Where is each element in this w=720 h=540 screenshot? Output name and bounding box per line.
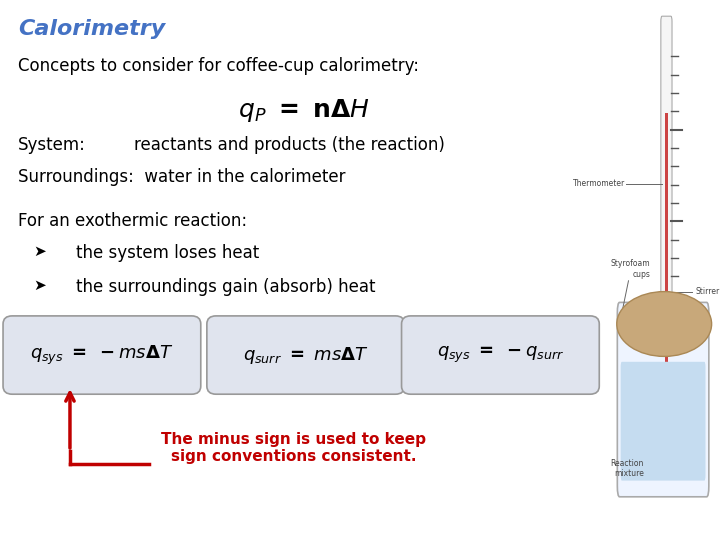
Text: Stirrer: Stirrer [696,287,720,296]
Text: the surroundings gain (absorb) heat: the surroundings gain (absorb) heat [76,278,376,296]
Text: Styrofoam
cups: Styrofoam cups [611,259,650,279]
Text: Calorimetry: Calorimetry [18,19,166,39]
Text: $\mathit{q}_{\mathit{sys}}\ \mathbf{=\ -}\mathit{q}_{\mathit{surr}}$: $\mathit{q}_{\mathit{sys}}\ \mathbf{=\ -… [437,345,564,365]
Text: Reaction
mixture: Reaction mixture [611,459,644,478]
Text: $\mathit{q}_{\mathit{surr}}\ \mathbf{=}\ \mathbf{\mathit{ms}}\boldsymbol{\Delta}: $\mathit{q}_{\mathit{surr}}\ \mathbf{=}\… [243,345,369,366]
Text: System:: System: [18,136,86,154]
Bar [665,113,668,437]
FancyBboxPatch shape [3,316,201,394]
Text: ➤: ➤ [33,278,46,293]
Text: For an exothermic reaction:: For an exothermic reaction: [18,212,248,230]
Text: Thermometer: Thermometer [573,179,625,188]
Text: reactants and products (the reaction): reactants and products (the reaction) [134,136,445,154]
FancyBboxPatch shape [207,316,405,394]
Text: $\mathit{q}_{\mathit{sys}}\ \mathbf{=\ -}\mathbf{\mathit{ms}}\boldsymbol{\Delta}: $\mathit{q}_{\mathit{sys}}\ \mathbf{=\ -… [30,343,174,367]
Text: The minus sign is used to keep
sign conventions consistent.: The minus sign is used to keep sign conv… [161,432,426,464]
Text: the system loses heat: the system loses heat [76,244,259,262]
FancyBboxPatch shape [402,316,599,394]
Text: Surroundings:  water in the calorimeter: Surroundings: water in the calorimeter [18,168,346,186]
FancyBboxPatch shape [621,362,706,481]
Ellipse shape [617,292,711,356]
Text: $\mathbf{\mathit{q}}_\mathbf{\mathit{P}}\ \mathbf{=\ n}\boldsymbol{\Delta}\mathb: $\mathbf{\mathit{q}}_\mathbf{\mathit{P}}… [238,97,370,124]
FancyBboxPatch shape [661,16,672,448]
Text: ➤: ➤ [33,244,46,259]
Text: Concepts to consider for coffee-cup calorimetry:: Concepts to consider for coffee-cup calo… [18,57,419,75]
FancyBboxPatch shape [617,302,708,497]
